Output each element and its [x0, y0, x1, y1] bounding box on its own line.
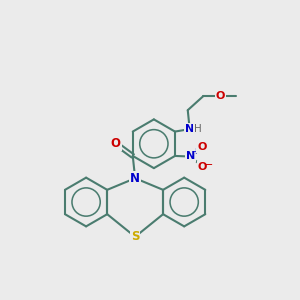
Text: O: O	[215, 91, 225, 100]
Text: +: +	[192, 147, 199, 156]
Text: −: −	[204, 160, 214, 170]
Text: O: O	[111, 137, 121, 150]
Text: H: H	[194, 124, 201, 134]
Text: N: N	[186, 151, 195, 161]
Text: S: S	[131, 230, 140, 243]
Text: N: N	[184, 124, 194, 134]
Text: O: O	[198, 162, 207, 172]
Text: N: N	[130, 172, 140, 185]
Text: O: O	[197, 142, 206, 152]
